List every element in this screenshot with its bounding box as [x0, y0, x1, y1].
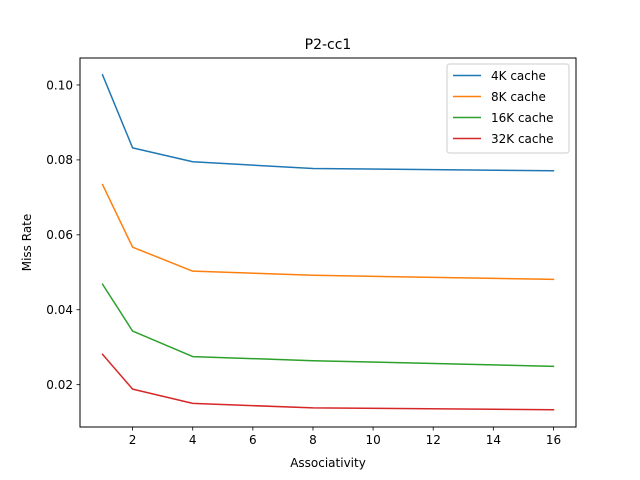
series-line-3: [101, 353, 555, 411]
y-tick-label: 0.02: [46, 378, 73, 392]
x-axis-label: Associativity: [290, 456, 366, 470]
series-layer: [101, 73, 555, 411]
y-axis: 0.02 0.04 0.06 0.08 0.10: [46, 78, 80, 392]
legend-label: 8K cache: [491, 90, 546, 104]
y-tick-label: 0.04: [46, 303, 73, 317]
series-line-2: [101, 283, 555, 368]
y-tick-label: 0.06: [46, 228, 73, 242]
legend: 4K cache 8K cache 16K cache 32K cache: [446, 63, 570, 154]
x-tick-label: 6: [249, 433, 257, 447]
legend-label: 4K cache: [491, 69, 546, 83]
x-tick-label: 4: [189, 433, 197, 447]
x-tick-label: 12: [426, 433, 441, 447]
x-tick-label: 14: [486, 433, 501, 447]
plot-frame: [79, 57, 577, 428]
x-tick-label: 16: [546, 433, 561, 447]
legend-box: [446, 63, 570, 154]
legend-label: 16K cache: [491, 111, 554, 125]
y-axis-label: Miss Rate: [20, 214, 34, 272]
series-line-1: [101, 183, 555, 281]
x-tick-label: 2: [129, 433, 137, 447]
x-tick-label: 10: [365, 433, 380, 447]
chart-title: P2-cc1: [305, 37, 352, 53]
y-tick-label: 0.10: [46, 78, 73, 92]
y-tick-label: 0.08: [46, 153, 73, 167]
series-line-0: [101, 73, 555, 172]
x-tick-label: 8: [309, 433, 317, 447]
x-axis: 2 4 6 8 10 12 14 16: [129, 427, 561, 447]
legend-label: 32K cache: [491, 132, 554, 146]
